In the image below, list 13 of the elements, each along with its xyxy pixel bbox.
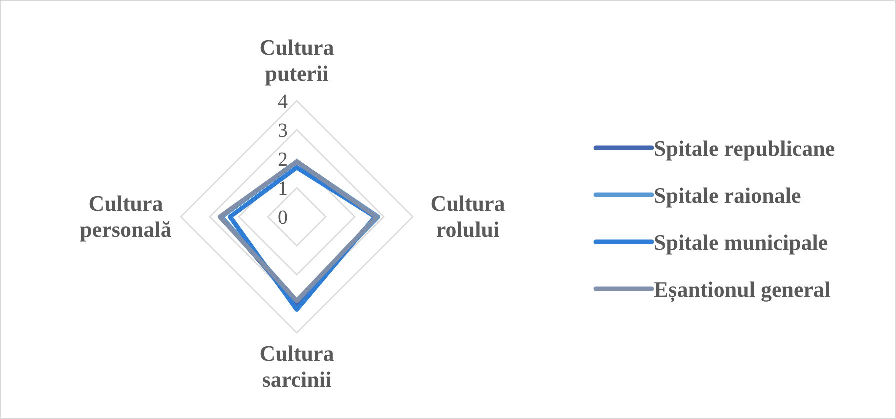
- y-tick-label: 4: [278, 91, 288, 113]
- legend-label: Spitale republicane: [654, 136, 836, 161]
- legend-label: Eșantionul general: [654, 277, 831, 303]
- spoke-label: Cultura personală: [80, 191, 172, 242]
- spoke-label: Cultura puterii: [260, 35, 334, 86]
- y-tick-label: 2: [278, 149, 288, 171]
- spoke-label: Cultura rolului: [430, 191, 506, 242]
- spoke-label: Cultura sarcinii: [260, 341, 334, 392]
- legend-label: Spitale raionale: [654, 183, 802, 208]
- y-tick-label: 1: [278, 178, 288, 200]
- legend-label: Spitale municipale: [654, 230, 828, 255]
- y-tick-label: 3: [278, 120, 288, 142]
- y-tick-label: 0: [278, 207, 288, 229]
